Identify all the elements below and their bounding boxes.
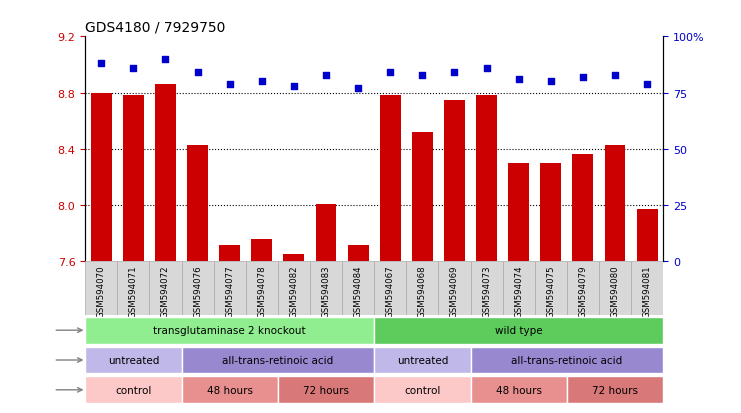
- Bar: [342, 262, 374, 316]
- Text: 72 hours: 72 hours: [592, 385, 638, 395]
- Bar: [123, 96, 144, 262]
- Bar: [182, 347, 374, 373]
- Bar: [406, 262, 439, 316]
- Point: [352, 85, 364, 92]
- Bar: [85, 347, 182, 373]
- Bar: [374, 317, 663, 344]
- Text: GSM594069: GSM594069: [450, 265, 459, 317]
- Bar: [155, 85, 176, 262]
- Text: untreated: untreated: [396, 355, 448, 365]
- Bar: [540, 164, 561, 262]
- Bar: [246, 262, 278, 316]
- Bar: [85, 377, 182, 403]
- Text: GSM594070: GSM594070: [97, 265, 106, 317]
- Bar: [251, 240, 272, 262]
- Bar: [637, 210, 657, 262]
- Point: [641, 81, 653, 88]
- Text: GSM594067: GSM594067: [386, 265, 395, 317]
- Bar: [508, 164, 529, 262]
- Point: [224, 81, 236, 88]
- Bar: [599, 262, 631, 316]
- Text: GSM594076: GSM594076: [193, 265, 202, 317]
- Text: GSM594072: GSM594072: [161, 265, 170, 317]
- Text: wild type: wild type: [495, 325, 542, 335]
- Bar: [567, 262, 599, 316]
- Text: GDS4180 / 7929750: GDS4180 / 7929750: [85, 21, 225, 35]
- Point: [192, 70, 204, 76]
- Point: [545, 79, 556, 85]
- Point: [127, 65, 139, 72]
- Bar: [412, 133, 433, 262]
- Bar: [182, 377, 278, 403]
- Bar: [85, 262, 117, 316]
- Text: control: control: [404, 385, 441, 395]
- Bar: [310, 262, 342, 316]
- Bar: [117, 262, 150, 316]
- Text: GSM594078: GSM594078: [257, 265, 266, 317]
- Text: GSM594073: GSM594073: [482, 265, 491, 317]
- Point: [481, 65, 493, 72]
- Point: [320, 72, 332, 78]
- Point: [416, 72, 428, 78]
- Text: GSM594068: GSM594068: [418, 265, 427, 317]
- Bar: [348, 245, 368, 262]
- Bar: [439, 262, 471, 316]
- Bar: [605, 145, 625, 262]
- Point: [159, 56, 171, 63]
- Bar: [219, 245, 240, 262]
- Bar: [476, 96, 497, 262]
- Point: [96, 61, 107, 67]
- Text: GSM594079: GSM594079: [579, 265, 588, 317]
- Bar: [374, 377, 471, 403]
- Point: [256, 79, 268, 85]
- Bar: [573, 155, 594, 262]
- Point: [577, 74, 589, 81]
- Bar: [182, 262, 213, 316]
- Text: untreated: untreated: [107, 355, 159, 365]
- Text: GSM594075: GSM594075: [546, 265, 555, 317]
- Bar: [471, 262, 502, 316]
- Bar: [187, 145, 208, 262]
- Text: GSM594081: GSM594081: [642, 265, 651, 317]
- Text: GSM594080: GSM594080: [611, 265, 619, 317]
- Text: GSM594077: GSM594077: [225, 265, 234, 317]
- Text: GSM594083: GSM594083: [322, 265, 330, 317]
- Text: all-trans-retinoic acid: all-trans-retinoic acid: [511, 355, 622, 365]
- Point: [513, 76, 525, 83]
- Text: 72 hours: 72 hours: [303, 385, 349, 395]
- Bar: [150, 262, 182, 316]
- Point: [448, 70, 460, 76]
- Point: [609, 72, 621, 78]
- Text: transglutaminase 2 knockout: transglutaminase 2 knockout: [153, 325, 306, 335]
- Bar: [316, 204, 336, 262]
- Text: GSM594082: GSM594082: [290, 265, 299, 317]
- Text: control: control: [115, 385, 152, 395]
- Bar: [380, 96, 401, 262]
- Bar: [278, 377, 374, 403]
- Bar: [502, 262, 535, 316]
- Point: [288, 83, 300, 90]
- Text: all-trans-retinoic acid: all-trans-retinoic acid: [222, 355, 333, 365]
- Text: 48 hours: 48 hours: [207, 385, 253, 395]
- Bar: [374, 262, 406, 316]
- Bar: [284, 255, 305, 262]
- Bar: [471, 377, 567, 403]
- Bar: [444, 100, 465, 262]
- Bar: [91, 93, 112, 262]
- Bar: [278, 262, 310, 316]
- Bar: [471, 347, 663, 373]
- Bar: [567, 377, 663, 403]
- Bar: [213, 262, 246, 316]
- Text: GSM594074: GSM594074: [514, 265, 523, 317]
- Text: GSM594084: GSM594084: [353, 265, 362, 317]
- Point: [385, 70, 396, 76]
- Text: 48 hours: 48 hours: [496, 385, 542, 395]
- Bar: [374, 347, 471, 373]
- Bar: [535, 262, 567, 316]
- Bar: [85, 317, 374, 344]
- Bar: [631, 262, 663, 316]
- Text: GSM594071: GSM594071: [129, 265, 138, 317]
